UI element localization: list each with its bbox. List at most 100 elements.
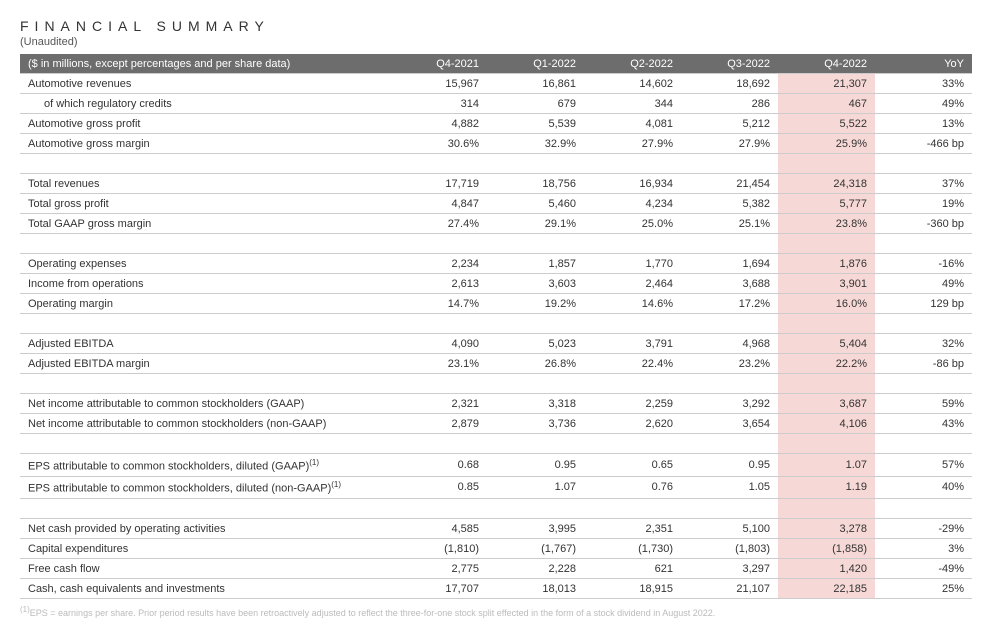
table-header-row: ($ in millions, except percentages and p… — [20, 54, 972, 74]
cell: 21,454 — [681, 174, 778, 194]
cell: 5,522 — [778, 114, 875, 134]
cell: 5,404 — [778, 334, 875, 354]
cell: 1.07 — [487, 476, 584, 499]
cell: 32.9% — [487, 134, 584, 154]
row-label: Capital expenditures — [20, 539, 390, 559]
table-row: Operating expenses2,2341,8571,7701,6941,… — [20, 254, 972, 274]
cell: 3,318 — [487, 394, 584, 414]
table-row: Total revenues17,71918,75616,93421,45424… — [20, 174, 972, 194]
cell: 3,603 — [487, 274, 584, 294]
header-col: Q4-2021 — [390, 54, 487, 74]
cell: 2,775 — [390, 559, 487, 579]
header-col: Q3-2022 — [681, 54, 778, 74]
cell: 4,081 — [584, 114, 681, 134]
cell: 25.0% — [584, 214, 681, 234]
cell: 4,106 — [778, 414, 875, 434]
cell: 23.1% — [390, 354, 487, 374]
cell: 59% — [875, 394, 972, 414]
row-label: Net income attributable to common stockh… — [20, 414, 390, 434]
row-label: Free cash flow — [20, 559, 390, 579]
cell: 19% — [875, 194, 972, 214]
cell: 14,602 — [584, 74, 681, 94]
cell: 16.0% — [778, 294, 875, 314]
table-row: Capital expenditures(1,810)(1,767)(1,730… — [20, 539, 972, 559]
cell: 5,212 — [681, 114, 778, 134]
header-col: YoY — [875, 54, 972, 74]
spacer-row — [20, 499, 972, 519]
cell: 2,464 — [584, 274, 681, 294]
cell: 24,318 — [778, 174, 875, 194]
cell: 5,023 — [487, 334, 584, 354]
cell: 286 — [681, 94, 778, 114]
cell: 2,321 — [390, 394, 487, 414]
table-row: Adjusted EBITDA4,0905,0233,7914,9685,404… — [20, 334, 972, 354]
cell: (1,803) — [681, 539, 778, 559]
cell: 22.4% — [584, 354, 681, 374]
cell: 32% — [875, 334, 972, 354]
cell: 18,915 — [584, 579, 681, 599]
row-label-sup: (1) — [331, 480, 341, 489]
cell: 13% — [875, 114, 972, 134]
cell: 19.2% — [487, 294, 584, 314]
cell: 27.9% — [584, 134, 681, 154]
table-row: Income from operations2,6133,6032,4643,6… — [20, 274, 972, 294]
cell: 2,613 — [390, 274, 487, 294]
cell: 1,420 — [778, 559, 875, 579]
cell: -86 bp — [875, 354, 972, 374]
spacer-row — [20, 234, 972, 254]
cell: 4,847 — [390, 194, 487, 214]
cell: 25% — [875, 579, 972, 599]
cell: 33% — [875, 74, 972, 94]
cell: 2,259 — [584, 394, 681, 414]
header-col: Q2-2022 — [584, 54, 681, 74]
cell: 2,228 — [487, 559, 584, 579]
row-label: of which regulatory credits — [20, 94, 390, 114]
table-row: EPS attributable to common stockholders,… — [20, 454, 972, 477]
cell: 27.9% — [681, 134, 778, 154]
cell: 1.07 — [778, 454, 875, 477]
row-label: Automotive gross margin — [20, 134, 390, 154]
row-label: Operating margin — [20, 294, 390, 314]
cell: 17,707 — [390, 579, 487, 599]
cell: 18,756 — [487, 174, 584, 194]
spacer-row — [20, 314, 972, 334]
cell: 18,692 — [681, 74, 778, 94]
cell: 37% — [875, 174, 972, 194]
cell: 0.65 — [584, 454, 681, 477]
footnote-marker: (1) — [20, 605, 30, 614]
table-row: EPS attributable to common stockholders,… — [20, 476, 972, 499]
table-row: Operating margin14.7%19.2%14.6%17.2%16.0… — [20, 294, 972, 314]
table-row: Automotive gross profit4,8825,5394,0815,… — [20, 114, 972, 134]
cell: 49% — [875, 274, 972, 294]
cell: 1.05 — [681, 476, 778, 499]
cell: 0.95 — [487, 454, 584, 477]
cell: 2,234 — [390, 254, 487, 274]
row-label: EPS attributable to common stockholders,… — [20, 454, 390, 477]
cell: 4,968 — [681, 334, 778, 354]
cell: 1,857 — [487, 254, 584, 274]
cell: 3,791 — [584, 334, 681, 354]
row-label: Total revenues — [20, 174, 390, 194]
financial-summary-table: ($ in millions, except percentages and p… — [20, 54, 972, 599]
table-row: Net income attributable to common stockh… — [20, 394, 972, 414]
cell: 4,090 — [390, 334, 487, 354]
cell: 5,539 — [487, 114, 584, 134]
cell: 18,013 — [487, 579, 584, 599]
cell: 1.19 — [778, 476, 875, 499]
cell: 21,107 — [681, 579, 778, 599]
cell: 17,719 — [390, 174, 487, 194]
cell: 129 bp — [875, 294, 972, 314]
cell: 27.4% — [390, 214, 487, 234]
table-row: Adjusted EBITDA margin23.1%26.8%22.4%23.… — [20, 354, 972, 374]
table-row: Net income attributable to common stockh… — [20, 414, 972, 434]
header-label: ($ in millions, except percentages and p… — [20, 54, 390, 74]
row-label: Income from operations — [20, 274, 390, 294]
table-row: Total GAAP gross margin27.4%29.1%25.0%25… — [20, 214, 972, 234]
spacer-row — [20, 374, 972, 394]
table-row: Automotive gross margin30.6%32.9%27.9%27… — [20, 134, 972, 154]
row-label: EPS attributable to common stockholders,… — [20, 476, 390, 499]
cell: -49% — [875, 559, 972, 579]
footnote-text: EPS = earnings per share. Prior period r… — [30, 608, 715, 618]
row-label: Adjusted EBITDA margin — [20, 354, 390, 374]
cell: 0.76 — [584, 476, 681, 499]
